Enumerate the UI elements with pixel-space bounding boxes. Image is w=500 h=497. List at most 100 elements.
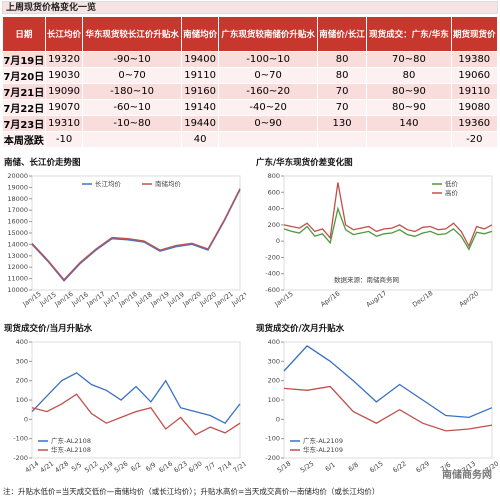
y-tick-label: 14000 — [7, 240, 28, 248]
x-tick-label: Jul/19 — [165, 290, 185, 308]
y-tick-label: 400 — [268, 338, 280, 346]
table-cell: 0~70 — [82, 67, 182, 84]
table-cell: 140 — [366, 115, 452, 132]
x-tick-label: 4/21 — [39, 460, 56, 475]
table-row: 本周涨跌 -10 40 -20 — [2, 131, 499, 148]
x-tick-label: 6/8 — [347, 461, 360, 474]
y-tick-label: 0 — [276, 237, 280, 245]
price-table: 日期 长江均价 华东现货较长江价升贴水 南储均价 广东现货较南储价升贴水 南储价/长江 现货… — [2, 16, 499, 148]
x-tick-label: Apr/16 — [319, 289, 341, 308]
y-tick-label: 0 — [24, 415, 28, 423]
legend-label: 华东-AL2108 — [51, 445, 91, 454]
table-cell: 7月23日 — [2, 115, 46, 132]
legend-label: 低价 — [445, 179, 459, 188]
x-tick-label: 6/2 — [129, 461, 142, 474]
plot-frame — [31, 175, 241, 291]
data-line — [31, 393, 241, 436]
y-tick-label: 13000 — [7, 252, 28, 260]
table-cell — [82, 131, 182, 148]
table-cell: 19310 — [44, 115, 84, 132]
annotation: 数据来源：南储商务网 — [334, 275, 399, 284]
table-cell: 19440 — [180, 115, 220, 132]
table-row: 7月19日 19320 -90~10 19400 -100~10 80 70~80 19380 — [2, 51, 499, 68]
section-title: 上周现货价格变化一览 — [2, 1, 498, 14]
plot-frame — [283, 175, 493, 291]
table-cell: 7月22日 — [2, 99, 46, 116]
y-tick-label: 300 — [268, 357, 280, 365]
table-cell: 19080 — [450, 99, 499, 116]
x-tick-label: 6/30 — [187, 460, 204, 475]
chart-title: 广东/华东现货价差变化图 — [256, 158, 353, 168]
y-tick-label: 15000 — [7, 229, 28, 237]
watermark: 南储商务网 — [442, 470, 492, 481]
table-cell: 80 — [316, 51, 368, 68]
y-tick-label: 10000 — [7, 286, 28, 294]
y-tick-label: 400 — [268, 205, 280, 213]
table-cell: -100~10 — [218, 51, 318, 68]
legend-label: 高价 — [445, 188, 459, 197]
column-header: 华东现货较长江价升贴水 — [82, 16, 182, 52]
x-tick-label: 7/14 — [217, 460, 234, 475]
table-cell: -40~20 — [218, 99, 318, 116]
y-tick-label: -200 — [265, 454, 280, 462]
y-tick-label: 200 — [268, 221, 280, 229]
y-tick-label: -400 — [265, 270, 280, 278]
table-cell: 19160 — [180, 83, 220, 100]
table-cell: 19090 — [44, 83, 84, 100]
table-cell: 80~90 — [366, 83, 452, 100]
table-cell: 19030 — [44, 67, 84, 84]
table-cell: 7月20日 — [2, 67, 46, 84]
footer-note: 注：升贴水低价=当天成交低价—南储均价（或长江均价）；升贴水高价=当天成交高价—… — [3, 487, 380, 496]
legend-label: 南储均价 — [155, 179, 182, 188]
x-tick-label: Jul/17 — [101, 290, 121, 308]
table-cell — [366, 131, 452, 148]
y-tick-label: -100 — [265, 435, 280, 443]
chart-title: 南储、长江价走势图 — [4, 158, 81, 168]
x-tick-label: Aug/17 — [365, 289, 389, 309]
x-tick-label: 5/12 — [83, 460, 100, 475]
x-tick-label: 4/28 — [53, 460, 70, 475]
table-cell: 80 — [366, 67, 452, 84]
data-line — [31, 372, 241, 425]
column-header: 日期 — [2, 16, 46, 52]
table-cell: -10~80 — [82, 115, 182, 132]
x-tick-label: 7/21 — [232, 460, 246, 475]
table-cell: 40 — [180, 131, 220, 148]
y-tick-label: 400 — [16, 338, 28, 346]
x-tick-label: 5/25 — [299, 460, 316, 475]
x-tick-label: 5/5 — [70, 461, 83, 474]
x-tick-label: 5/19 — [98, 460, 115, 475]
legend-label: 广东-AL2109 — [303, 436, 343, 445]
x-tick-label: Jul/18 — [133, 290, 153, 308]
table-cell: 80 — [316, 67, 368, 84]
y-tick-label: -100 — [13, 435, 28, 443]
x-tick-label: Jul/16 — [69, 290, 89, 308]
table-cell: -180~10 — [82, 83, 182, 100]
table-cell: 130 — [316, 115, 368, 132]
x-tick-label: Apr/20 — [458, 289, 480, 308]
y-tick-label: -200 — [13, 454, 28, 462]
x-tick-label: 6/1 — [324, 461, 337, 474]
x-tick-label: 6/29 — [414, 460, 431, 475]
x-tick-label: Dec/18 — [411, 289, 434, 309]
table-cell: 本周涨跌 — [2, 131, 46, 148]
x-tick-label: 6/22 — [391, 460, 408, 475]
column-header: 长江均价 — [44, 16, 84, 52]
y-tick-label: 18000 — [7, 195, 28, 203]
table-cell: -20 — [450, 131, 499, 148]
y-tick-label: 0 — [276, 415, 280, 423]
table-cell: 19110 — [180, 67, 220, 84]
table-cell: 19380 — [450, 51, 499, 68]
x-tick-label: 7/7 — [204, 461, 217, 474]
table-row: 7月20日 19030 0~70 19110 0~70 80 80 19060 — [2, 67, 499, 84]
data-line — [283, 182, 493, 248]
data-line — [31, 188, 241, 281]
y-tick-label: 100 — [268, 396, 280, 404]
table-cell: 19070 — [44, 99, 84, 116]
data-line — [283, 385, 493, 432]
table-cell: 0~90 — [218, 115, 318, 132]
x-tick-label: 6/15 — [368, 460, 385, 475]
column-header: 期货现货价 — [450, 16, 499, 52]
